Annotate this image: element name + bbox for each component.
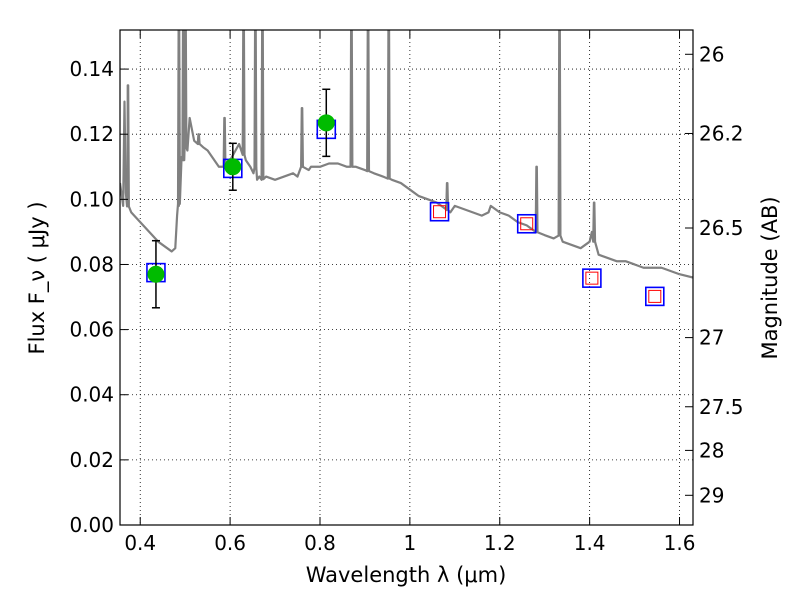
y-tick-label: 0.02	[69, 448, 114, 472]
y2-axis-label: Magnitude (AB)	[758, 196, 782, 359]
x-axis-label: Wavelength λ (μm)	[306, 563, 507, 587]
plot-frame	[119, 29, 694, 526]
grid	[120, 30, 693, 526]
y-tick-label: 0.10	[69, 187, 114, 211]
observed-flux-point	[224, 158, 242, 176]
y-tick-label: 0.14	[69, 57, 114, 81]
y2-tick-label: 26	[699, 42, 724, 66]
model-square-marker	[429, 201, 450, 222]
y2-tick-label: 27	[699, 326, 724, 350]
limit-square-marker	[585, 271, 599, 285]
y2-tick-label: 26.2	[699, 121, 744, 145]
data-markers	[146, 88, 665, 309]
limit-square-marker	[433, 205, 447, 219]
model-square-marker	[516, 213, 537, 234]
x-tick-label: 1.2	[484, 531, 516, 555]
axis-ticks: 0.4 0.6 0.8 1 1.2 1.4 1.6 0.00 0.02 0.04 0.06 0.08 0…	[69, 30, 744, 555]
x-tick-label: 0.4	[124, 531, 156, 555]
x-tick-label: 1	[404, 531, 417, 555]
y2-tick-label: 29	[699, 483, 724, 507]
model-square-marker	[582, 268, 602, 288]
limit-square-marker	[648, 289, 662, 303]
y2-tick-label: 28	[699, 438, 724, 462]
x-tick-label: 0.8	[304, 531, 336, 555]
y-tick-label: 0.06	[69, 318, 114, 342]
spectrum-line	[120, 30, 693, 279]
y2-tick-label: 26.5	[699, 216, 744, 240]
x-tick-label: 1.6	[664, 531, 696, 555]
y-tick-label: 0.04	[69, 383, 114, 407]
x-tick-label: 1.4	[574, 531, 606, 555]
y-tick-label: 0.08	[69, 252, 114, 276]
x-tick-label: 0.6	[214, 531, 246, 555]
observed-flux-point	[147, 265, 165, 283]
y-axis-label: Flux F_ν ( μJy )	[25, 201, 50, 354]
y-tick-label: 0.00	[69, 513, 114, 537]
model-spectrum	[120, 30, 693, 279]
y-tick-label: 0.12	[69, 122, 114, 146]
model-square-marker	[644, 286, 665, 307]
y2-tick-label: 27.5	[699, 395, 744, 419]
limit-square-marker	[520, 217, 534, 231]
observed-flux-point	[317, 114, 335, 132]
